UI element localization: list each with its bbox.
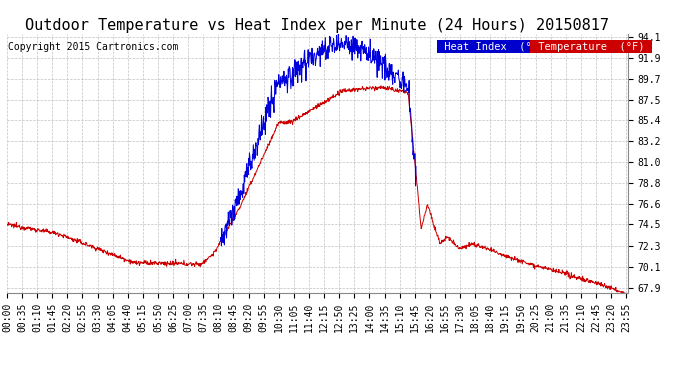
Text: Temperature  (°F): Temperature (°F) <box>531 42 651 51</box>
Title: Outdoor Temperature vs Heat Index per Minute (24 Hours) 20150817: Outdoor Temperature vs Heat Index per Mi… <box>26 18 609 33</box>
Text: Heat Index  (°F): Heat Index (°F) <box>439 42 551 51</box>
Text: Copyright 2015 Cartronics.com: Copyright 2015 Cartronics.com <box>8 42 179 51</box>
